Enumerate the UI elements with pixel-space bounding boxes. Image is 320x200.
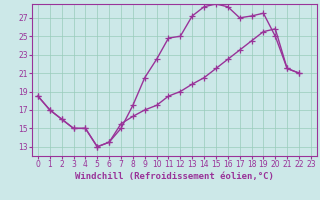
X-axis label: Windchill (Refroidissement éolien,°C): Windchill (Refroidissement éolien,°C)	[75, 172, 274, 181]
